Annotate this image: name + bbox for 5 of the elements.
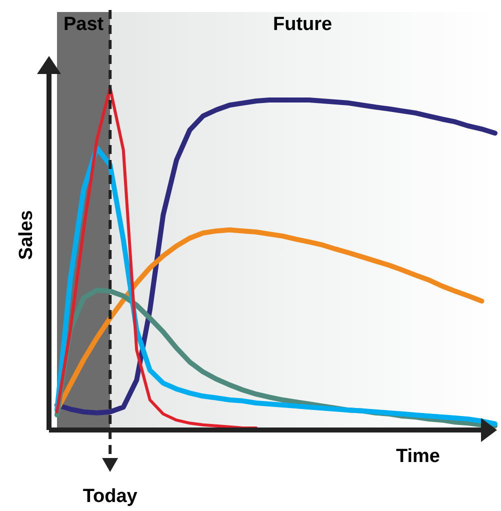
text: Today [82, 486, 138, 507]
x-axis-title: Time [396, 446, 440, 467]
text: Future [272, 14, 332, 35]
text: Past [63, 14, 104, 35]
y-axis-title: Sales [16, 210, 37, 260]
